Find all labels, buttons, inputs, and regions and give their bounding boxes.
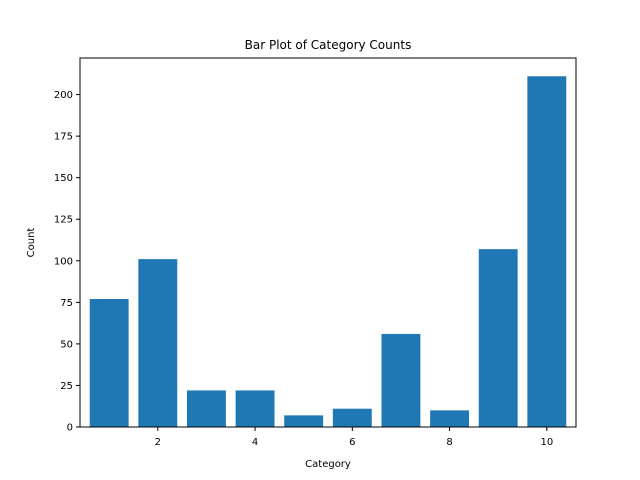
y-tick-label: 75	[60, 298, 73, 309]
x-tick-label: 4	[252, 437, 258, 448]
bar-category-9	[478, 249, 518, 427]
y-tick-label: 200	[54, 90, 73, 101]
y-tick-label: 175	[54, 132, 73, 143]
bar-category-2	[138, 259, 178, 427]
bar-category-3	[186, 390, 226, 427]
bar-category-8	[430, 410, 470, 427]
y-tick-label: 125	[54, 215, 73, 226]
bar-category-4	[235, 390, 275, 427]
x-tick-label: 2	[155, 437, 161, 448]
x-axis-ticks: 2 4 6 8 10	[155, 427, 553, 448]
y-tick-label: 50	[60, 339, 73, 350]
y-tick-label: 0	[67, 423, 73, 434]
bar-category-5	[284, 415, 324, 427]
x-tick-label: 6	[349, 437, 355, 448]
plot-frame	[79, 57, 577, 428]
bar-category-10	[527, 76, 567, 427]
bars-group	[89, 76, 567, 427]
y-tick-label: 100	[54, 256, 73, 267]
bar-category-6	[332, 408, 372, 427]
x-axis-label: Category	[305, 459, 351, 470]
y-tick-label: 150	[54, 173, 73, 184]
x-tick-label: 8	[446, 437, 452, 448]
chart-title: Bar Plot of Category Counts	[245, 38, 412, 52]
x-tick-label: 10	[540, 437, 553, 448]
y-tick-label: 25	[60, 381, 73, 392]
bar-category-7	[381, 333, 421, 427]
y-axis-ticks: 0 25 50 75 100 125 150 175 200	[54, 90, 80, 434]
y-axis-label: Count	[26, 228, 37, 258]
bar-category-1	[89, 299, 129, 427]
